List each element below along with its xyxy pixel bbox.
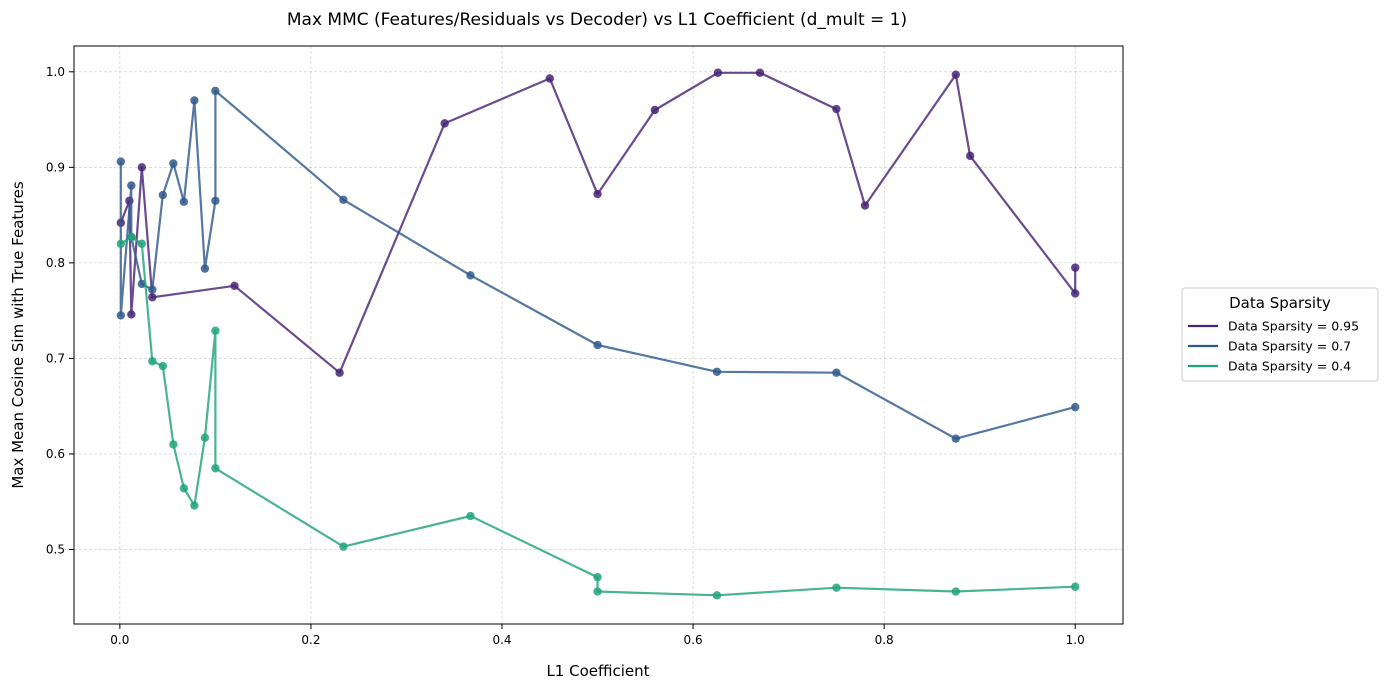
data-point [860,201,870,210]
data-point [335,368,344,377]
data-point [1071,263,1080,272]
data-point [650,105,660,115]
data-point [211,196,220,205]
data-point [127,181,136,190]
legend-entry-label: Data Sparsity = 0.4 [1228,359,1351,374]
data-point [593,572,602,582]
data-point [190,501,199,510]
data-point [116,311,126,320]
data-point [116,239,126,248]
data-point [593,340,602,350]
data-point [158,361,168,371]
series-line [119,89,1076,440]
data-point [148,357,157,366]
y-tick-label: 0.6 [46,447,65,461]
data-point [179,197,189,206]
data-point [127,232,136,242]
data-point [148,285,157,294]
x-tick-label: 0.2 [301,633,320,647]
data-point [832,583,841,592]
data-point [713,68,723,77]
data-point [137,239,147,248]
series-data-sparsity-0-7 [116,86,1080,443]
data-point [211,326,220,335]
data-point [137,163,147,172]
data-point [230,281,239,290]
chart-title: Max MMC (Features/Residuals vs Decoder) … [287,10,907,30]
data-point [832,368,841,377]
x-axis-label: L1 Coefficient [546,662,649,680]
y-tick-label: 0.8 [46,256,65,270]
legend-entry-label: Data Sparsity = 0.7 [1228,339,1351,354]
data-point [466,511,475,521]
data-point [593,189,602,199]
series-group [116,68,1080,600]
data-point [137,279,147,289]
data-point [466,271,475,280]
axis-ticks: 0.0 0.2 0.4 0.6 0.8 1.0 0.5 0.6 0.7 0.8 0.9 1.0 [46,65,1085,647]
y-tick-label: 0.9 [46,160,65,174]
data-point [712,367,722,376]
data-point [965,151,975,161]
series-line [120,236,1076,597]
data-point [832,104,841,114]
y-tick-label: 0.7 [46,351,65,365]
data-point [339,542,348,551]
legend-entry-label: Data Sparsity = 0.95 [1228,319,1359,334]
data-point [127,310,136,319]
legend: Data Sparsity Data Sparsity = 0.95 Data S… [1181,287,1379,382]
data-point [158,190,168,200]
legend-box [1181,287,1379,382]
x-tick-label: 0.6 [684,633,703,647]
plot-area [73,45,1124,625]
data-point [545,74,554,83]
data-point [116,157,126,166]
data-point [951,587,961,596]
x-tick-label: 0.8 [875,633,894,647]
series-line [119,71,1077,374]
data-point [190,96,199,105]
y-tick-label: 1.0 [46,65,65,79]
data-point [1071,582,1080,591]
data-point [951,70,961,79]
data-point [1071,289,1080,298]
x-tick-label: 0.4 [492,633,511,647]
y-axis-label: Max Mean Cosine Sim with True Features [9,181,27,489]
data-point [179,484,189,493]
x-tick-label: 1.0 [1066,633,1085,647]
legend-title: Data Sparsity [1229,294,1331,312]
data-point [169,159,178,168]
data-point [200,264,210,273]
data-point [200,433,210,442]
x-tick-label: 0.0 [110,633,129,647]
data-point [169,440,178,449]
data-point [339,195,348,205]
data-point [951,434,961,443]
y-tick-label: 0.5 [46,542,65,556]
data-point [712,591,722,600]
series-data-sparsity-0-4 [116,232,1080,600]
data-point [1071,402,1080,412]
data-point [755,68,765,77]
data-point [440,119,449,128]
data-point [148,293,157,302]
data-point [593,587,602,596]
data-point [211,464,220,473]
series-data-sparsity-0-95 [116,68,1080,377]
data-point [211,86,220,96]
